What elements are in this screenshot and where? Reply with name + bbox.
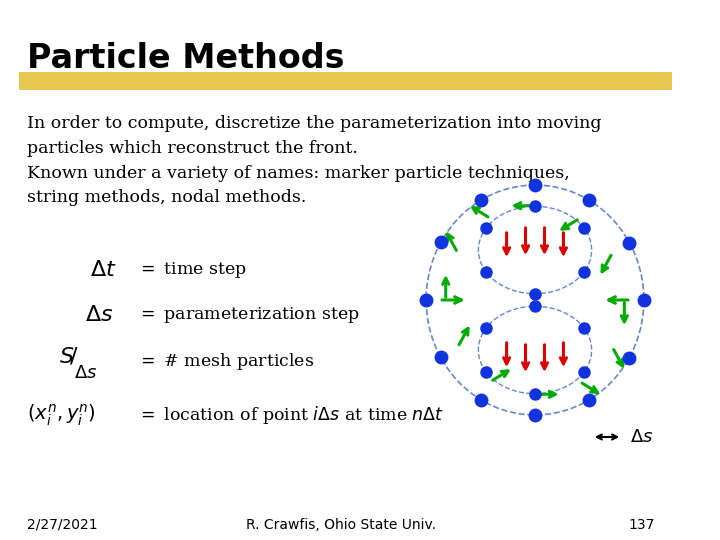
Text: $S\!/$: $S\!/$	[59, 345, 78, 367]
Text: In order to compute, discretize the parameterization into moving
particles which: In order to compute, discretize the para…	[27, 115, 601, 206]
Text: 137: 137	[629, 518, 655, 532]
Text: $=$ location of point $i\Delta s$ at time $n\Delta t$: $=$ location of point $i\Delta s$ at tim…	[138, 404, 444, 426]
Text: $\Delta s$: $\Delta s$	[630, 428, 653, 446]
Text: Particle Methods: Particle Methods	[27, 42, 344, 75]
Text: $=$ time step: $=$ time step	[138, 260, 248, 280]
Text: $=$ # mesh particles: $=$ # mesh particles	[138, 352, 315, 373]
Text: $\Delta s$: $\Delta s$	[74, 364, 97, 382]
Text: 2/27/2021: 2/27/2021	[27, 518, 97, 532]
Text: $\Delta s$: $\Delta s$	[85, 304, 114, 326]
Text: $\Delta t$: $\Delta t$	[90, 259, 117, 281]
Text: R. Crawfis, Ohio State Univ.: R. Crawfis, Ohio State Univ.	[246, 518, 436, 532]
Text: $=$ parameterization step: $=$ parameterization step	[138, 305, 360, 325]
FancyBboxPatch shape	[19, 72, 672, 90]
Text: $(x_i^n, y_i^n)$: $(x_i^n, y_i^n)$	[27, 402, 95, 428]
